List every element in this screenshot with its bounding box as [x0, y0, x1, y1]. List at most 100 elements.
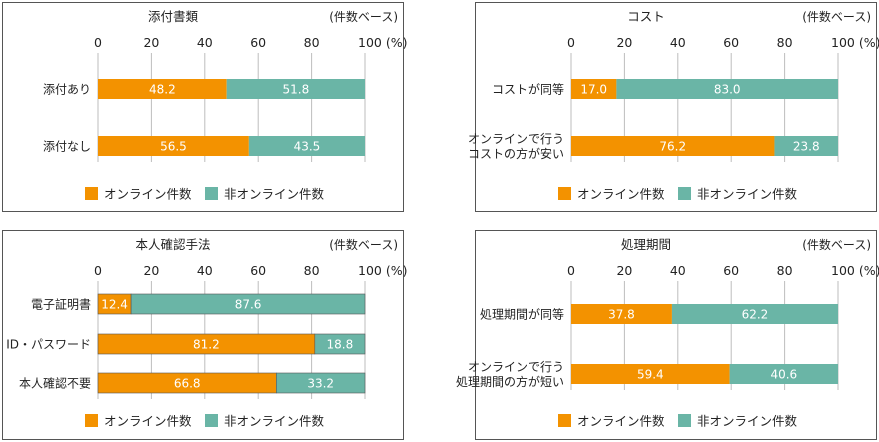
chart-attachments: 添付書類 (件数ベース) 0 20 40 60 80 100 (%) 48.2 51.8 添付あり 5… — [43, 9, 407, 202]
legend-label-offline: 非オンライン件数 — [697, 414, 798, 429]
category-label: 処理期間の方が短い — [456, 374, 564, 389]
bar-segment — [98, 136, 249, 156]
bar-segment — [729, 364, 838, 384]
category-label: 処理期間が同等 — [480, 307, 564, 322]
unit-note: (件数ベース) — [802, 237, 871, 252]
tick-label: 0 — [94, 35, 102, 50]
legend-swatch-offline — [678, 414, 691, 427]
chart-identity: 本人確認手法 (件数ベース) 0 20 40 60 80 100 (%) 12.4 87.6 電子証… — [6, 237, 407, 429]
data-label: 59.4 — [637, 368, 664, 382]
tick-label: 0 — [94, 263, 102, 278]
tick-label: 40 — [197, 263, 213, 278]
unit-note: (件数ベース) — [329, 237, 398, 252]
data-label: 83.0 — [714, 83, 741, 97]
chart-title: 処理期間 — [621, 237, 671, 252]
tick-label: 20 — [616, 263, 632, 278]
category-label: オンラインで行う — [468, 132, 564, 146]
tick-label: 0 — [567, 35, 575, 50]
chart-panel-attachments: 添付書類 (件数ベース) 0 20 40 60 80 100 (%) 48.2 51.8 添付あり 5… — [2, 2, 407, 212]
data-label: 51.8 — [282, 83, 309, 97]
tick-label: 20 — [143, 263, 159, 278]
tick-label: 100 (%) — [831, 263, 879, 278]
category-label: 添付なし — [43, 140, 91, 154]
category-label: コストの方が安い — [468, 146, 564, 161]
data-label: 66.8 — [174, 377, 201, 391]
tick-label: 60 — [250, 263, 266, 278]
data-label: 87.6 — [235, 298, 262, 312]
chart-panel-cost: コスト (件数ベース) 0 20 40 60 80 100 (%) 17.0 83.0 コストが同等… — [468, 2, 879, 212]
tick-label: 100 (%) — [831, 35, 879, 50]
tick-label: 60 — [250, 35, 266, 50]
bar-segment — [571, 79, 617, 99]
legend-label-offline: 非オンライン件数 — [224, 187, 325, 202]
bar-segment — [98, 79, 227, 99]
chart-title: 本人確認手法 — [135, 237, 210, 252]
chart-title: コスト — [627, 9, 665, 24]
legend-swatch-offline — [678, 187, 691, 200]
tick-label: 40 — [670, 263, 686, 278]
legend-swatch-online — [558, 414, 571, 427]
legend-swatch-online — [85, 187, 98, 200]
tick-label: 20 — [143, 35, 159, 50]
tick-label: 80 — [777, 35, 793, 50]
chart-cost: コスト (件数ベース) 0 20 40 60 80 100 (%) 17.0 83.0 コストが同等… — [468, 9, 879, 202]
bar-segment — [276, 372, 366, 394]
tick-label: 20 — [616, 35, 632, 50]
category-label: ID・パスワード — [6, 338, 91, 352]
legend-swatch-online — [85, 414, 98, 427]
unit-note: (件数ベース) — [802, 9, 871, 24]
bar-segment — [571, 304, 672, 324]
data-label: 18.8 — [327, 338, 354, 352]
legend-swatch-online — [558, 187, 571, 200]
tick-label: 60 — [723, 263, 739, 278]
data-label: 33.2 — [307, 377, 334, 391]
tick-label: 100 (%) — [358, 35, 407, 50]
category-label: 電子証明書 — [31, 298, 91, 312]
data-label: 37.8 — [608, 308, 635, 322]
legend-label-online: オンライン件数 — [577, 414, 665, 429]
data-label: 17.0 — [580, 83, 607, 97]
legend-label-offline: 非オンライン件数 — [697, 187, 798, 202]
data-label: 40.6 — [770, 368, 797, 382]
bar-segment — [226, 79, 365, 99]
tick-label: 60 — [723, 35, 739, 50]
bar-segment — [571, 136, 775, 156]
tick-label: 80 — [304, 35, 320, 50]
data-label: 48.2 — [149, 83, 176, 97]
unit-note: (件数ベース) — [329, 9, 398, 24]
bar-segment — [248, 136, 365, 156]
bar-segment — [671, 304, 838, 324]
bar-segment — [616, 79, 838, 99]
data-label: 23.8 — [793, 140, 820, 154]
legend-label-online: オンライン件数 — [104, 414, 192, 429]
data-label: 43.5 — [294, 140, 321, 154]
chart-panel-identity: 本人確認手法 (件数ベース) 0 20 40 60 80 100 (%) 12.4 87.6 電子証… — [2, 230, 407, 440]
legend-label-online: オンライン件数 — [577, 187, 665, 202]
data-label: 12.4 — [101, 298, 128, 312]
tick-label: 40 — [670, 35, 686, 50]
legend-label-offline: 非オンライン件数 — [224, 414, 325, 429]
data-label: 56.5 — [160, 140, 187, 154]
category-label: 本人確認不要 — [19, 376, 91, 391]
tick-label: 0 — [567, 263, 575, 278]
category-label: 添付あり — [43, 83, 91, 97]
legend-swatch-offline — [205, 414, 218, 427]
tick-label: 100 (%) — [358, 263, 407, 278]
category-label: コストが同等 — [492, 82, 564, 97]
legend-label-online: オンライン件数 — [104, 187, 192, 202]
data-label: 81.2 — [193, 338, 220, 352]
data-label: 76.2 — [659, 140, 686, 154]
bar-segment — [571, 364, 730, 384]
legend-swatch-offline — [205, 187, 218, 200]
category-label: オンラインで行う — [468, 360, 564, 374]
tick-label: 40 — [197, 35, 213, 50]
chart-period: 処理期間 (件数ベース) 0 20 40 60 80 100 (%) 37.8 62.2 処理期間が… — [456, 237, 879, 429]
tick-label: 80 — [777, 263, 793, 278]
bar-segment — [130, 293, 366, 315]
bar-segment — [774, 136, 838, 156]
tick-label: 80 — [304, 263, 320, 278]
bar-segment — [314, 333, 366, 355]
chart-panel-period: 処理期間 (件数ベース) 0 20 40 60 80 100 (%) 37.8 62.2 処理期間が… — [456, 230, 879, 440]
chart-title: 添付書類 — [148, 9, 199, 24]
data-label: 62.2 — [742, 308, 769, 322]
